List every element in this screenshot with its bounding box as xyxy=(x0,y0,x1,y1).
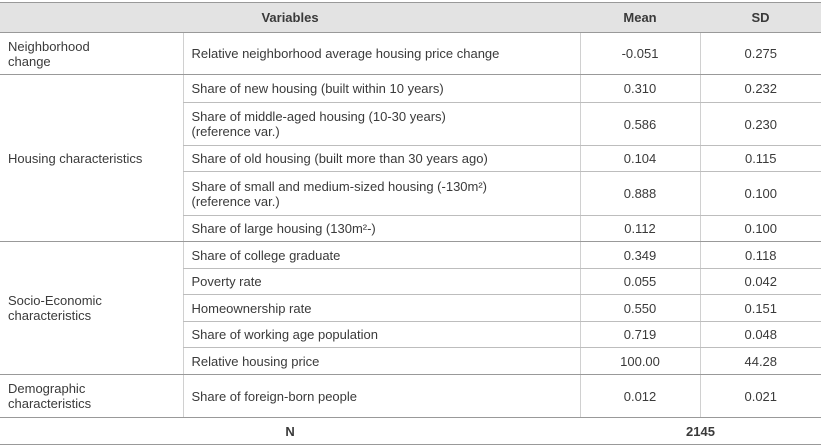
sd-cell: 0.118 xyxy=(700,241,821,269)
mean-cell: 0.719 xyxy=(580,321,701,348)
table-row: Share of small and medium-sized housing … xyxy=(0,171,821,216)
mean-cell: 0.349 xyxy=(580,241,701,269)
sd-cell: 0.021 xyxy=(700,374,821,418)
variable-text: Share of large housing (130m²-) xyxy=(191,221,376,236)
header-cell: Variables xyxy=(0,2,581,33)
mean-cell: 0.310 xyxy=(580,74,701,103)
mean-cell: 0.550 xyxy=(580,294,701,322)
header-row: Variables Mean SD xyxy=(0,2,821,33)
table-row: Share of middle-aged housing (10-30 year… xyxy=(0,102,821,146)
table-row: Share of working age population 0.719 0.04… xyxy=(0,321,821,348)
sd-cell: 0.151 xyxy=(700,294,821,322)
footer-row: N 2145 xyxy=(0,417,821,445)
variable-text: Homeownership rate xyxy=(191,300,312,316)
variable-cell: Share of foreign-born people xyxy=(182,374,581,418)
mean-cell: 100.00 xyxy=(580,347,701,375)
mean-cell: 0.586 xyxy=(580,102,701,146)
variable-cell: Relative housing price xyxy=(182,347,581,375)
group-label: Socio-Economic characteristics xyxy=(8,293,102,323)
variable-text: Share of college graduate xyxy=(191,247,341,263)
variable-cell: Share of old housing (built more than 30… xyxy=(182,145,581,172)
mean-cell: 0.012 xyxy=(580,374,701,418)
table-row: Demographic characteristics Share of fore… xyxy=(0,374,821,418)
table-row: Housing characteristics Share of new hous… xyxy=(0,74,821,242)
variable-cell: Relative neighborhood average housing pr… xyxy=(182,32,581,75)
group-label: Demographic characteristics xyxy=(8,381,92,411)
group-cell: Socio-Economic characteristics xyxy=(0,241,183,375)
sd-cell: 0.042 xyxy=(700,268,821,295)
sd-cell: 0.232 xyxy=(700,74,821,103)
sd-cell: 44.28 xyxy=(700,347,821,375)
group-cell: Neighborhood change xyxy=(0,32,183,75)
variable-text: Share of old housing (built more than 30… xyxy=(191,151,488,166)
table-row: Share of old housing (built more than 30… xyxy=(0,145,821,172)
group-label: Neighborhood change xyxy=(8,38,90,69)
group-cell: Demographic characteristics xyxy=(0,374,183,418)
variable-cell: Share of working age population xyxy=(182,321,581,348)
footer-value: 2145 xyxy=(580,417,821,445)
variable-cell: Share of new housing (built within 10 ye… xyxy=(182,74,581,103)
variable-note: (reference var.) xyxy=(191,124,280,139)
sd-cell: 0.048 xyxy=(700,321,821,348)
mean-cell: 0.112 xyxy=(580,215,701,242)
variable-text: Share of small and medium-sized housing … xyxy=(191,178,488,194)
group-cell: Housing characteristics xyxy=(0,74,183,242)
variable-cell: Share of middle-aged housing (10-30 year… xyxy=(182,102,581,146)
group-label: Housing characteristics xyxy=(8,150,143,166)
table-row: Share of large housing (130m²-) 0.112 0.10… xyxy=(0,215,821,242)
sd-cell: 0.275 xyxy=(700,32,821,75)
variable-cell: Share of small and medium-sized housing … xyxy=(182,171,581,216)
sd-cell: 0.100 xyxy=(700,171,821,216)
variable-text: Share of new housing (built within 10 ye… xyxy=(191,81,444,96)
mean-cell: 0.055 xyxy=(580,268,701,295)
sd-cell: 0.115 xyxy=(700,145,821,172)
sd-cell: 0.230 xyxy=(700,102,821,146)
header-cell: Mean xyxy=(580,2,701,33)
variable-note: (reference var.) xyxy=(191,193,280,209)
header-cell: SD xyxy=(700,2,821,33)
variable-text: Poverty rate xyxy=(191,274,262,289)
variable-cell: Poverty rate xyxy=(182,268,581,295)
table-row: Socio-Economic characteristics Share of c… xyxy=(0,241,821,375)
variable-text: Relative neighborhood average housing pr… xyxy=(191,46,500,61)
variable-text: Share of foreign-born people xyxy=(191,388,358,404)
footer-label: N xyxy=(0,417,581,445)
variable-text: Relative housing price xyxy=(191,353,320,369)
variable-cell: Share of college graduate xyxy=(182,241,581,269)
table-row: Relative housing price 100.00 44.28 xyxy=(0,347,821,375)
variable-cell: Share of large housing (130m²-) xyxy=(182,215,581,242)
mean-cell: 0.104 xyxy=(580,145,701,172)
mean-cell: -0.051 xyxy=(580,32,701,75)
sd-cell: 0.100 xyxy=(700,215,821,242)
variable-text: Share of middle-aged housing (10-30 year… xyxy=(191,109,446,124)
table-body: Neighborhood change Relative neighborhood… xyxy=(0,32,821,418)
variable-cell: Homeownership rate xyxy=(182,294,581,322)
mean-cell: 0.888 xyxy=(580,171,701,216)
table-row: Neighborhood change Relative neighborhood… xyxy=(0,32,821,75)
table-row: Poverty rate 0.055 0.042 xyxy=(0,268,821,295)
variable-text: Share of working age population xyxy=(191,327,378,342)
table-row: Homeownership rate 0.550 0.151 xyxy=(0,294,821,322)
